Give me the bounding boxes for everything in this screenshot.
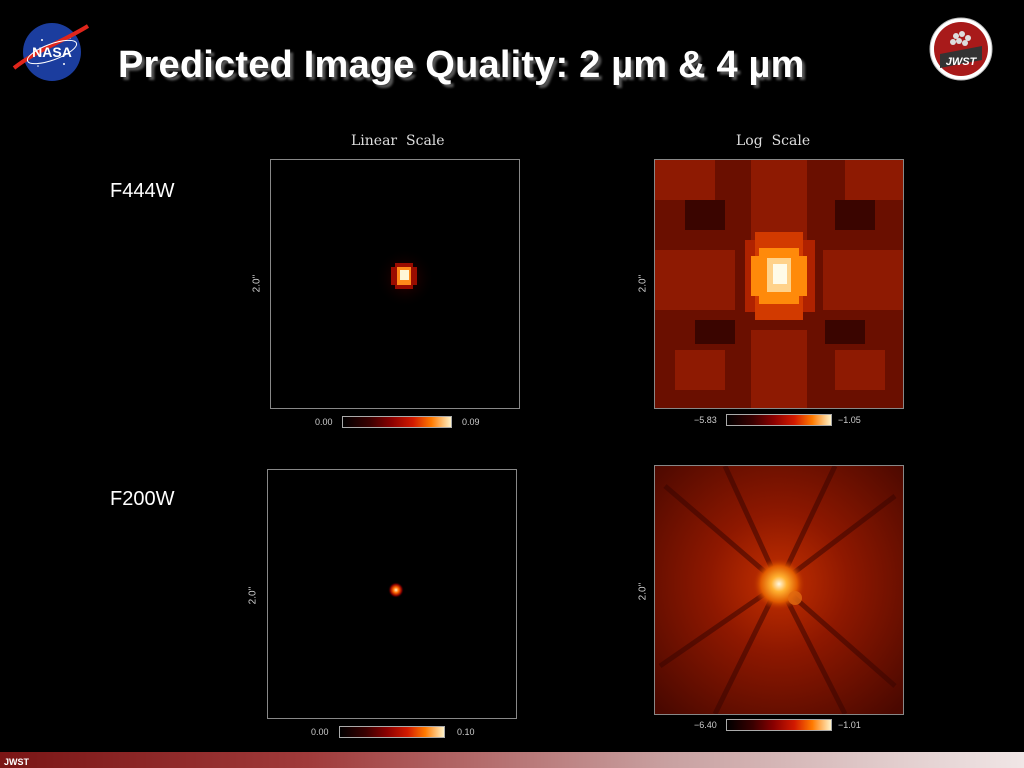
colorbar-max-f444w-linear: 0.09: [462, 417, 480, 427]
axis-label-f444w-log: 2.0'': [637, 274, 649, 293]
colorbar-min-f200w-log: −6.40: [694, 720, 717, 730]
colorbar-f200w-linear: [339, 726, 445, 738]
psf-panel-f444w-log: [654, 159, 904, 409]
colorbar-f444w-log: [726, 414, 832, 426]
column-header-log: Log Scale: [736, 133, 811, 149]
jwst-logo-icon: JWST: [929, 17, 993, 81]
nasa-logo-icon: NASA: [12, 23, 90, 81]
nasa-logo-text: NASA: [32, 44, 72, 60]
footer-bar: [0, 752, 1024, 768]
colorbar-min-f444w-linear: 0.00: [315, 417, 333, 427]
psf-panel-f200w-linear: [267, 469, 517, 719]
colorbar-max-f200w-log: −1.01: [838, 720, 861, 730]
colorbar-f444w-linear: [342, 416, 452, 428]
row-label-f200w: F200W: [110, 488, 175, 510]
psf-image-f444w-log: [655, 160, 903, 408]
colorbar-min-f200w-linear: 0.00: [311, 727, 329, 737]
psf-panel-f200w-log: [654, 465, 904, 715]
psf-panel-f444w-linear: [270, 159, 520, 409]
row-label-f444w: F444W: [110, 180, 175, 202]
psf-image-f200w-linear: [388, 582, 404, 598]
axis-label-f200w-log: 2.0'': [637, 582, 649, 601]
colorbar-f200w-log: [726, 719, 832, 731]
colorbar-max-f200w-linear: 0.10: [457, 727, 475, 737]
axis-label-f444w-linear: 2.0'': [251, 274, 263, 293]
axis-label-f200w-linear: 2.0'': [247, 586, 259, 605]
psf-image-f444w-linear: [375, 248, 435, 308]
footer-label: JWST: [4, 757, 30, 767]
column-header-linear: Linear Scale: [351, 133, 445, 149]
colorbar-min-f444w-log: −5.83: [694, 415, 717, 425]
psf-image-f200w-log: [655, 466, 903, 714]
jwst-logo-text: JWST: [946, 56, 978, 68]
slide-title: Predicted Image Quality: 2 µm & 4 µm: [118, 44, 805, 86]
colorbar-max-f444w-log: −1.05: [838, 415, 861, 425]
